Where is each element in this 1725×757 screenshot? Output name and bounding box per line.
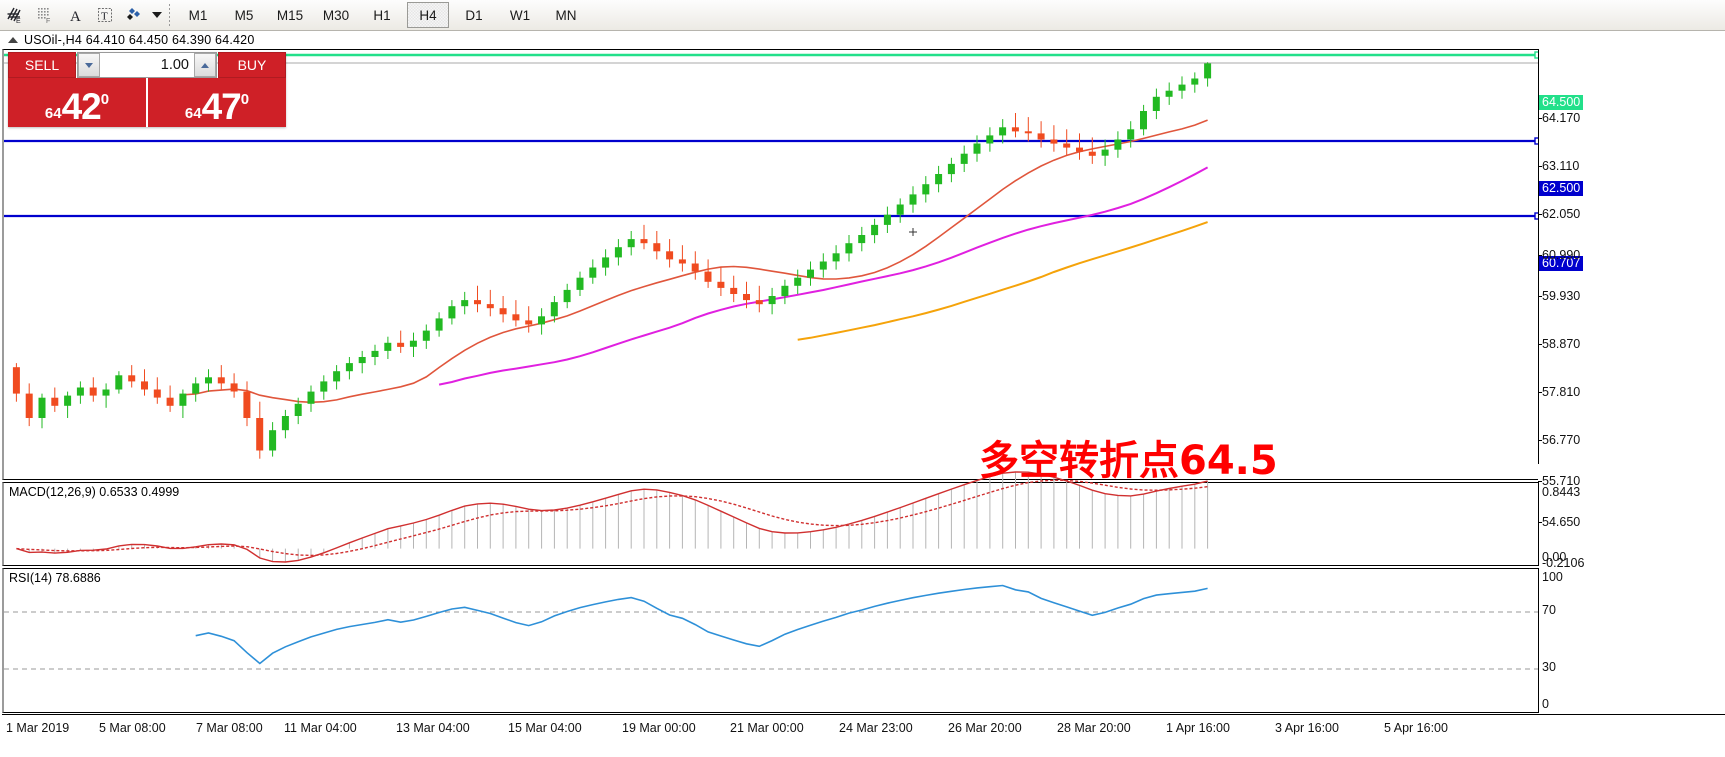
timeframe-w1[interactable]: W1 (509, 7, 531, 23)
price-tick-3: 60.990 (1538, 248, 1580, 262)
timeframe-m5[interactable]: M5 (234, 7, 254, 23)
time-tick-6: 19 Mar 00:00 (622, 721, 696, 735)
volume-decrease-icon[interactable] (78, 53, 100, 77)
sell-price-prefix: 64 (44, 105, 62, 122)
timeframe-h4[interactable]: H4 (407, 2, 449, 28)
time-tick-13: 5 Apr 16:00 (1384, 721, 1448, 735)
macd-chart-svg (16, 471, 1209, 563)
symbol-ohlc-text: USOil-,H4 64.410 64.450 64.390 64.420 (24, 33, 255, 47)
candlestick-series (12, 62, 1212, 459)
price-tick-2: 62.050 (1538, 207, 1580, 221)
trade-panel-top-row: SELL 1.00 BUY (8, 52, 286, 78)
time-tick-8: 24 Mar 23:00 (839, 721, 913, 735)
macd-tick-2: -0.2106 (1542, 556, 1585, 570)
sell-price-box[interactable]: 64 42 0 (8, 78, 146, 127)
svg-text:T: T (101, 11, 108, 23)
rsi-chart-svg (4, 584, 1542, 670)
macd-axis-line (1538, 482, 1539, 566)
collapse-triangle-icon[interactable] (8, 37, 18, 43)
time-tick-2: 7 Mar 08:00 (196, 721, 263, 735)
toolbar-separator (169, 4, 170, 26)
price-tick-7: 56.770 (1538, 433, 1580, 447)
timeframe-d1[interactable]: D1 (465, 7, 483, 23)
macd-tick-1: 0.00 (1542, 550, 1567, 564)
time-tick-5: 15 Mar 04:00 (508, 721, 582, 735)
crosshair-marker (909, 228, 917, 236)
time-tick-12: 3 Apr 16:00 (1275, 721, 1339, 735)
price-tick-0: 64.170 (1538, 111, 1580, 125)
time-tick-7: 21 Mar 00:00 (730, 721, 804, 735)
macd-pane[interactable]: MACD(12,26,9) 0.6533 0.4999 (2, 471, 1540, 566)
volume-stepper[interactable]: 1.00 (77, 52, 217, 78)
main-toolbar: E F A T (0, 0, 1725, 31)
price-level-label-62500[interactable]: 62.500 (1539, 181, 1584, 196)
buy-price-main: 47 (201, 86, 242, 127)
price-tick-6: 57.810 (1538, 385, 1580, 399)
buy-price-prefix: 64 (184, 105, 202, 122)
price-tick-9: 54.650 (1538, 515, 1580, 529)
grid-icon[interactable]: F (30, 2, 60, 28)
price-tick-4: 59.930 (1538, 289, 1580, 303)
rsi-tick-30: 30 (1542, 660, 1556, 674)
time-tick-0: 1 Mar 2019 (6, 721, 70, 735)
time-tick-9: 26 Mar 20:00 (948, 721, 1022, 735)
time-tick-1: 5 Mar 08:00 (99, 721, 166, 735)
ma-mid-line (438, 166, 1209, 386)
time-tick-11: 1 Apr 16:00 (1166, 721, 1230, 735)
volume-input[interactable]: 1.00 (160, 57, 189, 73)
expert-advisors-icon[interactable]: E (0, 2, 30, 28)
price-tick-1: 63.110 (1538, 159, 1579, 173)
buy-price-box[interactable]: 64 47 0 (148, 78, 286, 127)
timeframe-m15[interactable]: M15 (276, 7, 304, 23)
objects-dropdown-caret-icon[interactable] (150, 2, 164, 28)
sell-button[interactable]: SELL (8, 52, 76, 78)
buy-button[interactable]: BUY (218, 52, 286, 78)
macd-tick-0: 0.8443 (1542, 485, 1581, 499)
rsi-tick-100: 100 (1542, 570, 1563, 584)
svg-text:F: F (46, 18, 50, 25)
text-label-icon[interactable]: A (60, 2, 90, 28)
rsi-pane[interactable]: RSI(14) 78.6886 (2, 568, 1542, 713)
ma-slow-line (797, 221, 1208, 341)
trade-panel-prices: 64 42 0 64 47 0 (8, 78, 286, 127)
time-tick-3: 11 Mar 04:00 (284, 721, 357, 735)
price-axis-line (1538, 49, 1539, 464)
rsi-tick-0: 0 (1542, 697, 1549, 711)
timeframe-mn[interactable]: MN (555, 7, 577, 23)
sell-price-superscript: 0 (100, 91, 110, 108)
objects-icon[interactable] (120, 2, 150, 28)
price-level-label-60707[interactable]: 60.707 (1539, 256, 1584, 271)
macd-signal-line (16, 479, 1208, 557)
chart-annotation: 多空转折点64.5 (979, 438, 1278, 484)
timeframe-h1[interactable]: H1 (373, 7, 391, 23)
rsi-axis-line (1538, 568, 1539, 713)
macd-label: MACD(12,26,9) 0.6533 0.4999 (9, 485, 180, 499)
buy-price-superscript: 0 (240, 91, 250, 108)
rsi-line (195, 584, 1208, 665)
time-tick-4: 13 Mar 04:00 (396, 721, 470, 735)
price-scale[interactable]: 64.500 62.500 60.707 64.170 63.110 62.05… (1538, 49, 1725, 713)
rsi-label: RSI(14) 78.6886 (9, 571, 101, 585)
volume-increase-icon[interactable] (194, 53, 216, 77)
symbol-info-bar: USOil-,H4 64.410 64.450 64.390 64.420 (0, 31, 1725, 49)
price-tick-5: 58.870 (1538, 337, 1580, 351)
macd-main-line (16, 471, 1208, 563)
chart-area[interactable]: 多空转折点64.5 MACD(12,26,9) 0.6533 0.4999 RS… (0, 49, 1725, 756)
text-box-icon[interactable]: T (90, 2, 120, 28)
time-tick-10: 28 Mar 20:00 (1057, 721, 1131, 735)
timeframe-m1[interactable]: M1 (188, 7, 208, 23)
svg-text:E: E (16, 18, 21, 25)
sell-price-main: 42 (61, 86, 102, 127)
price-tick-8: 55.710 (1538, 474, 1580, 488)
time-scale[interactable]: 1 Mar 2019 5 Mar 08:00 7 Mar 08:00 11 Ma… (2, 714, 1725, 757)
timeframe-m30[interactable]: M30 (322, 7, 350, 23)
price-level-label-64500[interactable]: 64.500 (1539, 95, 1584, 110)
one-click-trading-panel[interactable]: SELL 1.00 BUY 64 42 0 64 47 0 (8, 52, 286, 127)
rsi-tick-70: 70 (1542, 603, 1556, 617)
svg-text:A: A (70, 9, 81, 25)
